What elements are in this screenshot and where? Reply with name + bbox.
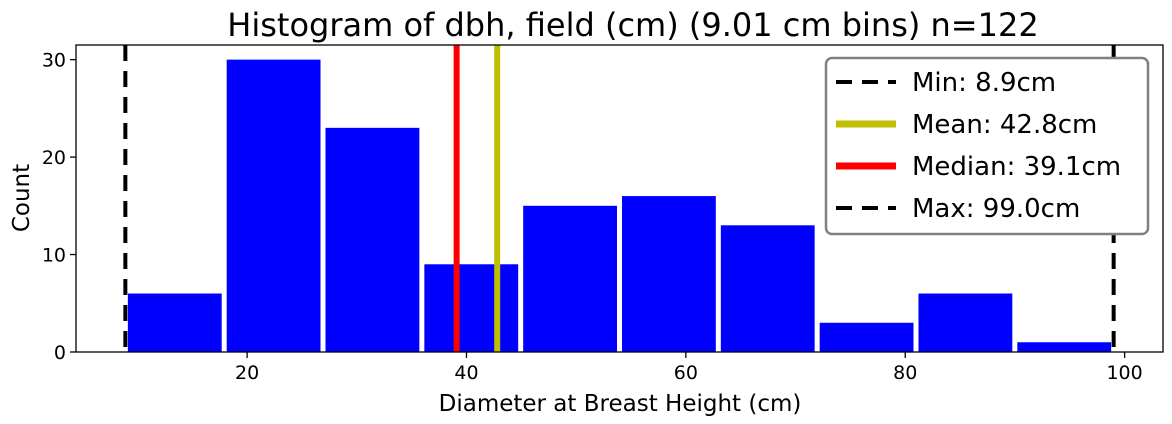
- legend-min-label: Min: 8.9cm: [912, 68, 1056, 98]
- y-axis-label: Count: [9, 164, 35, 232]
- histogram-bar-3: [325, 127, 420, 352]
- legend-mean-label: Mean: 42.8cm: [912, 110, 1097, 140]
- histogram-bar-4: [424, 264, 519, 352]
- x-tick-label-20: 20: [235, 362, 259, 384]
- y-tick-label-20: 20: [42, 147, 66, 169]
- legend-median-label: Median: 39.1cm: [912, 152, 1121, 182]
- histogram-bar-9: [918, 293, 1013, 352]
- reference-lines-group: [123, 45, 1116, 352]
- x-tick-label-100: 100: [1106, 362, 1142, 384]
- y-tick-label-0: 0: [54, 342, 66, 364]
- x-tick-label-60: 60: [674, 362, 698, 384]
- histogram-bar-8: [819, 322, 914, 352]
- x-axis-label: Diameter at Breast Height (cm): [439, 391, 802, 417]
- legend: Min: 8.9cm Mean: 42.8cm Median: 39.1cm Max:…: [824, 56, 1150, 236]
- legend-box: [824, 56, 1150, 236]
- histogram-bar-2: [226, 59, 321, 352]
- histogram-bar-1: [127, 293, 222, 352]
- plot-frame: [75, 44, 1164, 353]
- histogram-bar-10: [1017, 342, 1112, 352]
- chart-title: Histogram of dbh, field (cm) (9.01 cm bi…: [227, 6, 1038, 44]
- y-axis-ticks: 0 10 20 30: [42, 50, 76, 364]
- x-tick-label-80: 80: [893, 362, 917, 384]
- y-tick-label-10: 10: [42, 245, 66, 267]
- histogram-bar-7: [720, 225, 815, 352]
- histogram-bar-5: [523, 205, 617, 352]
- x-axis-ticks: 20 40 60 80 100: [235, 352, 1143, 384]
- x-tick-label-40: 40: [454, 362, 478, 384]
- y-tick-label-30: 30: [42, 50, 66, 72]
- legend-max-label: Max: 99.0cm: [912, 194, 1080, 224]
- histogram-bar-6: [622, 196, 716, 352]
- bars-group: [127, 59, 1112, 352]
